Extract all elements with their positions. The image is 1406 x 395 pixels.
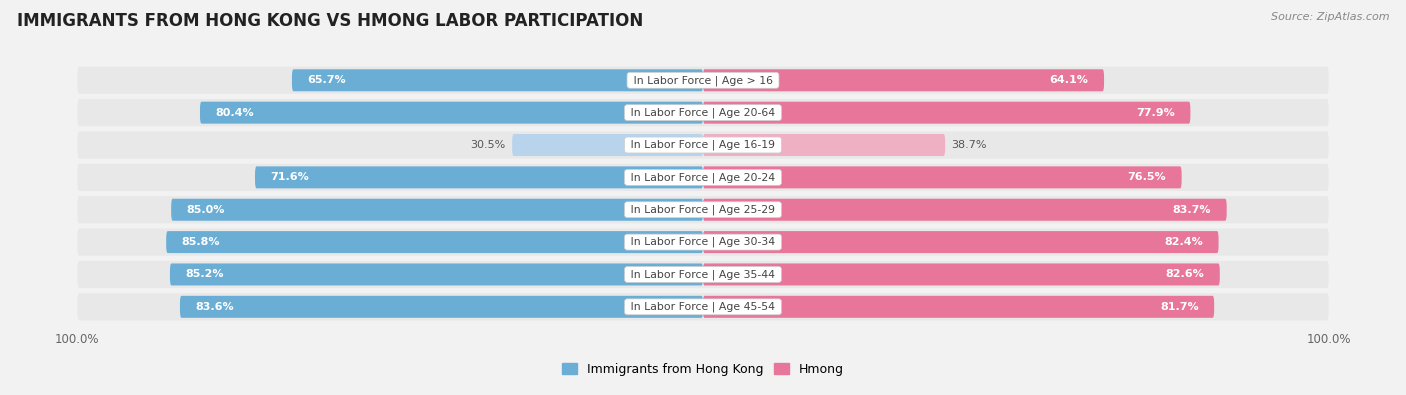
Text: In Labor Force | Age > 16: In Labor Force | Age > 16 bbox=[630, 75, 776, 86]
Text: 76.5%: 76.5% bbox=[1128, 172, 1166, 182]
Text: IMMIGRANTS FROM HONG KONG VS HMONG LABOR PARTICIPATION: IMMIGRANTS FROM HONG KONG VS HMONG LABOR… bbox=[17, 12, 643, 30]
FancyBboxPatch shape bbox=[254, 166, 703, 188]
FancyBboxPatch shape bbox=[292, 69, 703, 91]
Text: In Labor Force | Age 35-44: In Labor Force | Age 35-44 bbox=[627, 269, 779, 280]
FancyBboxPatch shape bbox=[77, 228, 1329, 256]
Text: 82.6%: 82.6% bbox=[1166, 269, 1204, 279]
FancyBboxPatch shape bbox=[703, 199, 1226, 221]
Text: 85.8%: 85.8% bbox=[181, 237, 221, 247]
FancyBboxPatch shape bbox=[703, 134, 945, 156]
FancyBboxPatch shape bbox=[512, 134, 703, 156]
FancyBboxPatch shape bbox=[77, 99, 1329, 126]
Legend: Immigrants from Hong Kong, Hmong: Immigrants from Hong Kong, Hmong bbox=[557, 358, 849, 381]
Text: 85.2%: 85.2% bbox=[186, 269, 224, 279]
FancyBboxPatch shape bbox=[172, 199, 703, 221]
FancyBboxPatch shape bbox=[77, 164, 1329, 191]
Text: 82.4%: 82.4% bbox=[1164, 237, 1204, 247]
Text: In Labor Force | Age 20-64: In Labor Force | Age 20-64 bbox=[627, 107, 779, 118]
FancyBboxPatch shape bbox=[703, 102, 1191, 124]
Text: 65.7%: 65.7% bbox=[308, 75, 346, 85]
Text: Source: ZipAtlas.com: Source: ZipAtlas.com bbox=[1271, 12, 1389, 22]
FancyBboxPatch shape bbox=[703, 69, 1104, 91]
FancyBboxPatch shape bbox=[703, 263, 1220, 286]
FancyBboxPatch shape bbox=[166, 231, 703, 253]
FancyBboxPatch shape bbox=[703, 231, 1219, 253]
FancyBboxPatch shape bbox=[180, 296, 703, 318]
Text: 80.4%: 80.4% bbox=[215, 108, 254, 118]
Text: In Labor Force | Age 45-54: In Labor Force | Age 45-54 bbox=[627, 301, 779, 312]
FancyBboxPatch shape bbox=[77, 132, 1329, 159]
Text: 77.9%: 77.9% bbox=[1136, 108, 1175, 118]
Text: In Labor Force | Age 16-19: In Labor Force | Age 16-19 bbox=[627, 140, 779, 150]
Text: 71.6%: 71.6% bbox=[271, 172, 309, 182]
FancyBboxPatch shape bbox=[77, 261, 1329, 288]
FancyBboxPatch shape bbox=[703, 296, 1215, 318]
Text: In Labor Force | Age 20-24: In Labor Force | Age 20-24 bbox=[627, 172, 779, 182]
Text: 30.5%: 30.5% bbox=[471, 140, 506, 150]
Text: 81.7%: 81.7% bbox=[1160, 302, 1198, 312]
Text: 83.7%: 83.7% bbox=[1173, 205, 1211, 215]
FancyBboxPatch shape bbox=[703, 166, 1181, 188]
Text: 85.0%: 85.0% bbox=[187, 205, 225, 215]
Text: In Labor Force | Age 30-34: In Labor Force | Age 30-34 bbox=[627, 237, 779, 247]
Text: In Labor Force | Age 25-29: In Labor Force | Age 25-29 bbox=[627, 205, 779, 215]
Text: 83.6%: 83.6% bbox=[195, 302, 235, 312]
FancyBboxPatch shape bbox=[77, 67, 1329, 94]
FancyBboxPatch shape bbox=[77, 293, 1329, 320]
FancyBboxPatch shape bbox=[77, 196, 1329, 223]
Text: 38.7%: 38.7% bbox=[952, 140, 987, 150]
Text: 64.1%: 64.1% bbox=[1049, 75, 1088, 85]
FancyBboxPatch shape bbox=[200, 102, 703, 124]
FancyBboxPatch shape bbox=[170, 263, 703, 286]
